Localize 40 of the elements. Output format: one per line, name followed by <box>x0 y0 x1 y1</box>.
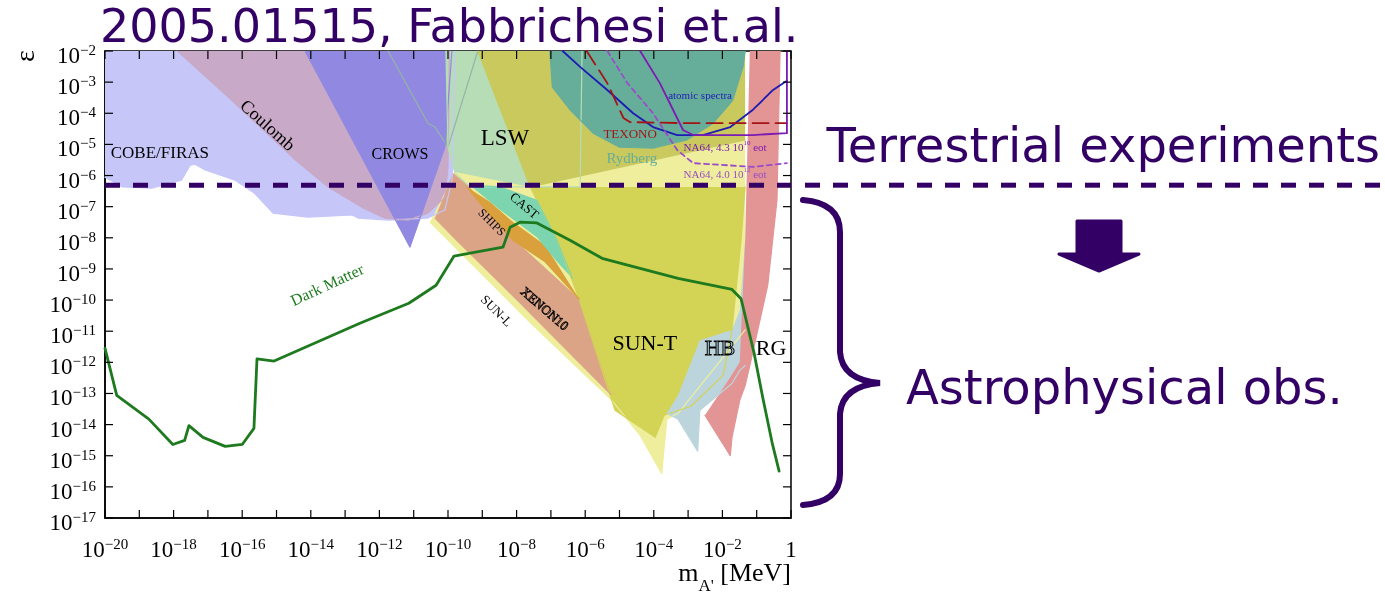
x-tick-label: 10$^{−14}$ <box>287 536 335 562</box>
y-tick-label: 10$^{−9}$ <box>57 259 96 286</box>
series-label: COBE/FIRAS <box>110 142 210 162</box>
y-tick-label: 10$^{−14}$ <box>49 415 97 442</box>
y-tick-label: 10$^{−7}$ <box>57 197 97 224</box>
y-tick-label: 10$^{−10}$ <box>49 291 96 318</box>
chart-title: 2005.01515, Fabbrichesi et.al. <box>100 0 799 53</box>
x-tick-label: 10$^{−8}$ <box>497 536 537 562</box>
y-tick-label: 10$^{−13}$ <box>49 384 96 411</box>
y-tick-label: 10$^{−6}$ <box>57 166 97 193</box>
series-label: Rydberg <box>606 149 658 166</box>
series-label: LSW <box>480 124 530 150</box>
series-label: atomic spectra <box>668 88 733 101</box>
y-tick-label: 10$^{−8}$ <box>57 228 96 255</box>
x-tick-label: 10$^{−4}$ <box>634 536 674 562</box>
x-tick-label: 10$^{−20}$ <box>81 536 129 562</box>
series-label: SUN-T <box>612 329 678 355</box>
x-tick-label: 10$^{−16}$ <box>218 536 266 562</box>
y-tick-label: 10$^{−12}$ <box>49 353 96 380</box>
series-label: RG <box>755 334 787 360</box>
series-label: NA64, 4.0 10$^{12}$ eot <box>683 165 767 180</box>
series-label: CROWS <box>371 144 429 162</box>
x-tick-label: 10$^{−6}$ <box>565 536 606 562</box>
text: Astrophysical obs. <box>906 359 1343 415</box>
x-tick-label: 10$^{−10}$ <box>424 536 472 562</box>
x-tick-label: 10$^{−12}$ <box>356 536 403 562</box>
text: Dark Matter <box>287 259 367 309</box>
text: Terrestrial experiments <box>825 117 1380 173</box>
y-tick-label: 10$^{−11}$ <box>50 322 96 349</box>
y-tick-label: 10$^{−17}$ <box>49 509 97 535</box>
y-axis-title: ε <box>8 50 40 62</box>
y-tick-label: 10$^{−3}$ <box>57 73 96 100</box>
y-tick-label: 10$^{−16}$ <box>49 477 97 504</box>
y-tick-label: 10$^{−2}$ <box>57 42 96 68</box>
y-tick-label: 10$^{−5}$ <box>57 135 96 162</box>
y-tick-label: 10$^{−4}$ <box>57 104 97 131</box>
series-label: NA64, 4.3 10$^{10}$ eot <box>683 139 767 154</box>
x-tick-label: 10$^{−18}$ <box>150 536 197 562</box>
y-tick-label: 10$^{−15}$ <box>49 446 96 473</box>
series-label: TEXONO <box>603 125 657 141</box>
